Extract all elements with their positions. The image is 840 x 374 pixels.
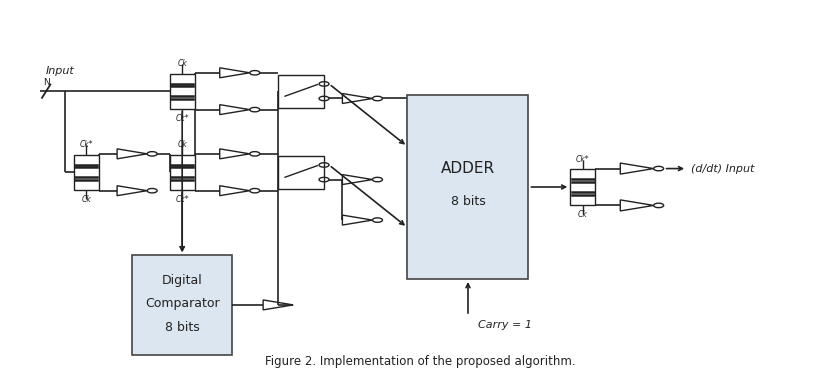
Text: Ck: Ck	[177, 59, 187, 68]
Bar	[278, 156, 324, 189]
Bar	[170, 155, 195, 190]
Text: Ck*: Ck*	[576, 155, 590, 164]
Bar	[74, 155, 99, 190]
Bar	[278, 75, 324, 108]
Bar	[132, 255, 232, 355]
Text: Ck*: Ck*	[176, 196, 189, 205]
Text: Input: Input	[46, 66, 75, 76]
Text: Ck: Ck	[578, 210, 588, 219]
Text: ADDER: ADDER	[441, 161, 495, 176]
Bar	[570, 169, 596, 205]
Text: 8 bits: 8 bits	[165, 321, 200, 334]
Text: 8 bits: 8 bits	[450, 195, 486, 208]
Text: (d/dt) Input: (d/dt) Input	[691, 163, 754, 174]
Bar	[407, 95, 528, 279]
Text: Ck*: Ck*	[80, 140, 93, 149]
Text: N: N	[43, 78, 50, 87]
Text: Ck: Ck	[81, 196, 91, 205]
Text: Carry = 1: Carry = 1	[478, 320, 532, 329]
Text: Figure 2. Implementation of the proposed algorithm.: Figure 2. Implementation of the proposed…	[265, 355, 575, 368]
Text: Ck: Ck	[177, 140, 187, 149]
Text: Digital: Digital	[162, 275, 202, 288]
Text: Ck*: Ck*	[176, 114, 189, 123]
Text: Comparator: Comparator	[144, 297, 219, 310]
Bar	[170, 74, 195, 109]
